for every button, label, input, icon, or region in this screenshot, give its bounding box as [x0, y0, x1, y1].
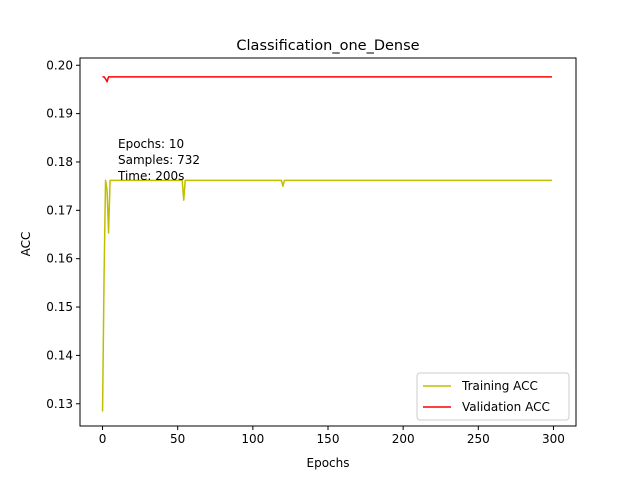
x-tick-label-300: 300	[542, 432, 565, 446]
legend: Training ACC Validation ACC	[416, 372, 570, 421]
annotation-samples: Samples: 732	[118, 153, 200, 167]
annotation-epochs: Epochs: 10	[118, 137, 184, 151]
series-line-validation-acc	[102, 76, 552, 83]
x-tick-label-100: 100	[241, 432, 264, 446]
chart-title: Classification_one_Dense	[236, 38, 419, 54]
y-tick-label-0.13: 0.13	[46, 397, 73, 411]
y-tick-label-0.17: 0.17	[46, 203, 73, 217]
y-tick-label-0.18: 0.18	[46, 155, 73, 169]
legend-label-training: Training ACC	[461, 379, 538, 393]
x-tick-label-150: 150	[317, 432, 340, 446]
x-axis-label: Epochs	[307, 456, 350, 470]
x-tick-label-200: 200	[392, 432, 415, 446]
y-tick-label-0.20: 0.20	[46, 58, 73, 72]
y-tick-label-0.19: 0.19	[46, 107, 73, 121]
x-tick-label-250: 250	[467, 432, 490, 446]
plot-area: 0 50 100 150 200 250 300 0.13 0.14 0.15 0.16 0.17 0.…	[46, 57, 577, 446]
y-tick-label-0.14: 0.14	[46, 348, 73, 362]
annotation-time: Time: 200s	[117, 169, 184, 183]
legend-frame	[416, 372, 570, 421]
x-tick-label-0: 0	[99, 432, 107, 446]
annotation-block: Epochs: 10 Samples: 732 Time: 200s	[117, 137, 200, 183]
series-line-training-acc	[101, 179, 552, 412]
x-tick-label-50: 50	[170, 432, 185, 446]
y-tick-label-0.15: 0.15	[46, 300, 73, 314]
y-axis-label: ACC	[19, 232, 33, 257]
legend-label-validation: Validation ACC	[462, 400, 550, 414]
y-tick-label-0.16: 0.16	[46, 252, 73, 266]
